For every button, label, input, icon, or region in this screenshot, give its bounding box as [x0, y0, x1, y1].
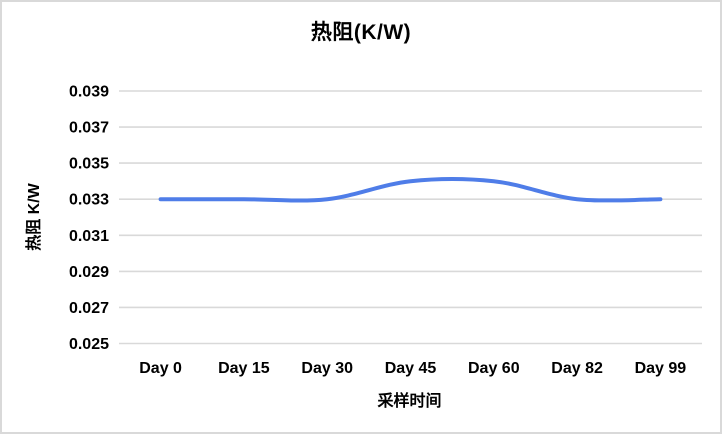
x-tick-label: Day 15	[218, 360, 270, 377]
y-tick-label: 0.025	[69, 336, 109, 353]
series-line	[158, 176, 663, 203]
y-tick-label: 0.035	[69, 156, 109, 173]
x-tick-label: Day 82	[551, 360, 603, 377]
x-axis-title: 采样时间	[377, 393, 442, 410]
y-tick-label: 0.027	[69, 300, 109, 317]
y-tick-label: 0.029	[69, 264, 109, 281]
y-tick-label: 0.031	[69, 228, 109, 245]
x-tick-label: Day 99	[635, 360, 687, 377]
x-tick-label: Day 60	[468, 360, 520, 377]
x-tick-label: Day 30	[301, 360, 353, 377]
y-tick-label: 0.037	[69, 120, 109, 137]
x-tick-label: Day 0	[139, 360, 182, 377]
y-tick-label: 0.033	[69, 192, 109, 209]
chart-title: 热阻(K/W)	[310, 21, 412, 44]
y-tick-label: 0.039	[69, 84, 109, 101]
x-tick-label: Day 45	[385, 360, 437, 377]
